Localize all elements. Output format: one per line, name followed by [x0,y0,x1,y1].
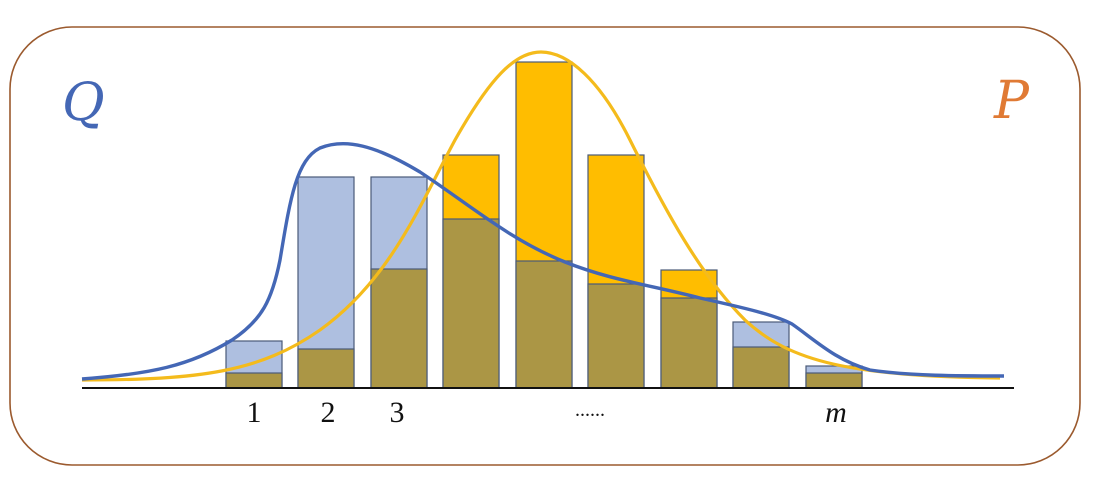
p-distribution-label: P [993,71,1030,131]
bin-label-ellipsis: ...... [575,399,605,421]
bin-label-m: m [825,396,847,429]
bin-8-overlap-bar [732,346,790,389]
p-distribution-curve [81,50,1001,382]
bin-5-overlap-bar [515,260,573,389]
q-distribution-label: Q [62,73,105,133]
bin-3-overlap-bar [370,268,428,389]
bin-4-overlap-bar [442,218,500,389]
q-distribution-curve [81,141,1005,381]
bin-7-overlap-bar [660,297,718,389]
bin-labels: 1 2 3 ...... m [247,396,847,429]
bin-6-overlap-bar [587,283,645,389]
bin-2-overlap-bar [297,348,355,389]
bin-1-overlap-bar [225,372,283,389]
bin-9-overlap-bar [805,372,863,389]
bin-label-1: 1 [247,396,262,429]
bin-label-2: 2 [321,396,336,429]
histogram-bars-overlap [225,218,863,389]
bin-label-3: 3 [390,396,405,429]
